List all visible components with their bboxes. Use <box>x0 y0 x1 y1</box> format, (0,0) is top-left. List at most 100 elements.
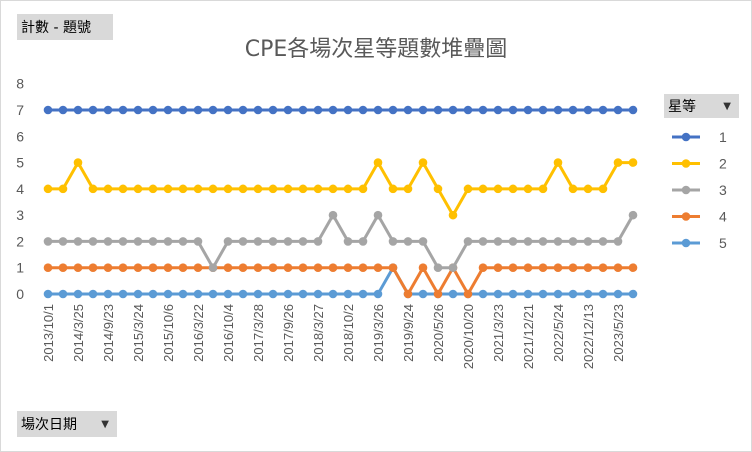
dropdown-arrow-icon[interactable]: ▼ <box>101 418 109 430</box>
data-point-series-4 <box>268 263 278 273</box>
data-point-series-3 <box>73 237 83 246</box>
data-point-series-3 <box>283 237 293 246</box>
x-tick-label: 2022/5/24 <box>551 304 566 362</box>
data-point-series-3 <box>433 263 443 273</box>
data-point-series-4 <box>583 263 593 273</box>
data-point-series-3 <box>403 237 413 246</box>
legend-marker-3 <box>681 185 691 195</box>
values-field-label: 計數 - 題號 <box>21 20 91 36</box>
data-point-series-2 <box>448 210 458 220</box>
data-point-series-3 <box>613 237 623 246</box>
data-point-series-2 <box>223 184 233 194</box>
data-point-series-5 <box>448 289 458 299</box>
data-point-series-4 <box>313 263 323 273</box>
data-point-series-2 <box>613 158 623 167</box>
data-point-series-1 <box>208 105 218 115</box>
data-point-series-3 <box>388 237 398 246</box>
data-point-series-2 <box>403 184 413 194</box>
data-point-series-3 <box>538 237 548 246</box>
data-point-series-2 <box>193 184 203 194</box>
data-point-series-1 <box>403 105 413 115</box>
data-point-series-2 <box>133 184 143 194</box>
data-point-series-2 <box>418 158 428 167</box>
data-point-series-5 <box>418 289 428 299</box>
data-point-series-5 <box>253 289 263 299</box>
data-point-series-1 <box>388 105 398 115</box>
data-point-series-1 <box>103 105 113 115</box>
data-point-series-2 <box>388 184 398 194</box>
data-point-series-2 <box>628 158 638 167</box>
data-point-series-3 <box>178 237 188 246</box>
data-point-series-2 <box>208 184 218 194</box>
data-point-series-4 <box>613 263 623 273</box>
data-point-series-1 <box>358 105 368 115</box>
axis-field-button[interactable]: 場次日期 ▼ <box>17 411 117 437</box>
data-point-series-3 <box>58 237 68 246</box>
data-point-series-1 <box>493 105 503 115</box>
x-tick-label: 2014/9/23 <box>101 304 116 362</box>
data-point-series-2 <box>253 184 263 194</box>
data-point-series-5 <box>193 289 203 299</box>
data-point-series-4 <box>463 289 473 299</box>
data-point-series-2 <box>598 184 608 194</box>
data-point-series-1 <box>568 105 578 115</box>
data-point-series-5 <box>268 289 278 299</box>
data-point-series-2 <box>568 184 578 194</box>
x-tick-label: 2018/3/27 <box>311 304 326 362</box>
data-point-series-3 <box>523 237 533 246</box>
dropdown-arrow-icon[interactable]: ▼ <box>723 100 731 112</box>
data-point-series-4 <box>328 263 338 273</box>
legend-field-button[interactable]: 星等 ▼ <box>664 94 739 118</box>
values-field-button[interactable]: 計數 - 題號 <box>17 14 113 40</box>
data-point-series-3 <box>88 237 98 246</box>
x-tick-label: 2022/12/13 <box>581 304 596 369</box>
data-point-series-4 <box>598 263 608 273</box>
legend-label-1: 1 <box>719 129 727 145</box>
data-point-series-1 <box>283 105 293 115</box>
data-point-series-2 <box>238 184 248 194</box>
data-point-series-3 <box>553 237 563 246</box>
y-tick-label: 7 <box>16 102 24 118</box>
legend-marker-2 <box>681 159 691 168</box>
data-point-series-5 <box>358 289 368 299</box>
data-point-series-1 <box>118 105 128 115</box>
data-point-series-3 <box>463 237 473 246</box>
y-tick-label: 5 <box>16 155 24 171</box>
series-line-5 <box>48 266 633 296</box>
data-point-series-3 <box>328 210 338 220</box>
data-point-series-3 <box>478 237 488 246</box>
x-tick-label: 2023/5/23 <box>611 304 626 362</box>
data-point-series-5 <box>613 289 623 299</box>
data-point-series-3 <box>298 237 308 246</box>
y-tick-label: 0 <box>16 286 24 302</box>
data-point-series-1 <box>73 105 83 115</box>
data-point-series-1 <box>433 105 443 115</box>
data-point-series-2 <box>313 184 323 194</box>
data-point-series-4 <box>298 263 308 273</box>
data-point-series-4 <box>253 263 263 273</box>
data-point-series-2 <box>553 158 563 167</box>
data-point-series-4 <box>178 263 188 273</box>
data-point-series-3 <box>313 237 323 246</box>
data-point-series-2 <box>268 184 278 194</box>
x-tick-label: 2021/12/21 <box>521 304 536 369</box>
x-tick-label: 2021/3/23 <box>491 304 506 362</box>
data-point-series-3 <box>148 237 158 246</box>
data-point-series-4 <box>103 263 113 273</box>
data-point-series-1 <box>418 105 428 115</box>
data-point-series-1 <box>523 105 533 115</box>
data-point-series-4 <box>193 263 203 273</box>
data-point-series-5 <box>88 289 98 299</box>
data-point-series-1 <box>538 105 548 115</box>
data-point-series-2 <box>358 184 368 194</box>
data-point-series-3 <box>508 237 518 246</box>
series-line-4 <box>48 266 633 296</box>
data-point-series-5 <box>493 289 503 299</box>
data-point-series-2 <box>583 184 593 194</box>
data-point-series-1 <box>268 105 278 115</box>
data-point-series-4 <box>88 263 98 273</box>
data-point-series-3 <box>373 210 383 220</box>
data-point-series-3 <box>238 237 248 246</box>
data-point-series-3 <box>358 237 368 246</box>
